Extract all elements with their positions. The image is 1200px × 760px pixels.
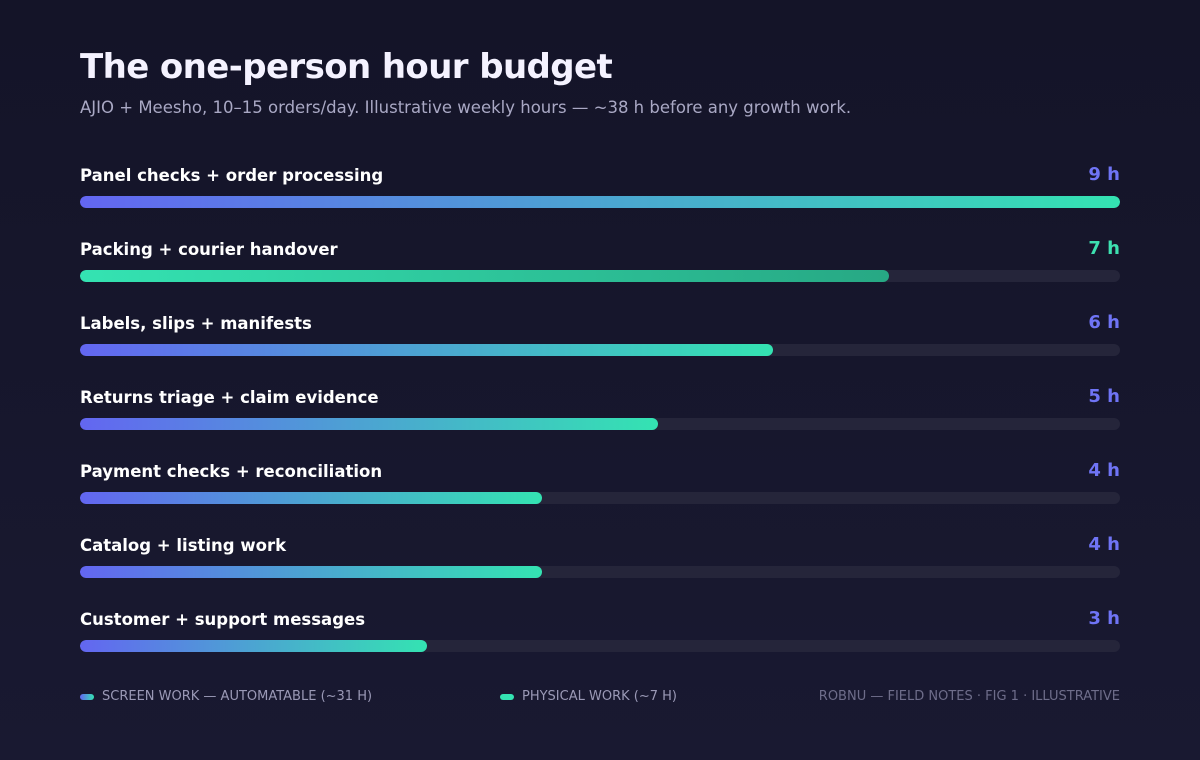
bar-row: Payment checks + reconciliation 4 h: [80, 458, 1120, 532]
bar-row: Panel checks + order processing 9 h: [80, 162, 1120, 236]
bar-fill: [80, 492, 542, 504]
bar-row: Returns triage + claim evidence 5 h: [80, 384, 1120, 458]
chart-title: The one-person hour budget: [80, 47, 613, 87]
bar-value-label: 9 h: [1088, 164, 1120, 185]
bar-label: Returns triage + claim evidence: [80, 388, 379, 407]
footer-note: ROBNU — FIELD NOTES · FIG 1 · ILLUSTRATI…: [818, 689, 1120, 704]
bar-fill: [80, 640, 427, 652]
bar-value-label: 7 h: [1088, 238, 1120, 259]
bar-track: [80, 196, 1120, 208]
bar-value-label: 3 h: [1088, 608, 1120, 629]
bar-fill: [80, 344, 773, 356]
bar-track: [80, 418, 1120, 430]
bar-track: [80, 640, 1120, 652]
bar-fill: [80, 566, 542, 578]
bar-chart: Panel checks + order processing 9 h Packin…: [80, 162, 1120, 680]
bar-track: [80, 344, 1120, 356]
bar-fill: [80, 418, 658, 430]
bar-fill: [80, 270, 889, 282]
bar-value-label: 4 h: [1088, 534, 1120, 555]
bar-row: Catalog + listing work 4 h: [80, 532, 1120, 606]
bar-label: Customer + support messages: [80, 610, 366, 629]
legend-item-screen: SCREEN WORK — AUTOMATABLE (~31 H): [80, 689, 372, 704]
bar-track: [80, 270, 1120, 282]
bar-label: Packing + courier handover: [80, 240, 338, 259]
bar-value-label: 5 h: [1088, 386, 1120, 407]
legend-item-physical: PHYSICAL WORK (~7 H): [500, 689, 677, 704]
legend-label-screen: SCREEN WORK — AUTOMATABLE (~31 H): [102, 689, 373, 704]
legend-swatch-screen: [80, 693, 94, 700]
bar-label: Panel checks + order processing: [80, 166, 384, 185]
bar-row: Customer + support messages 3 h: [80, 606, 1120, 680]
bar-track: [80, 492, 1120, 504]
bar-label: Payment checks + reconciliation: [80, 462, 383, 481]
bar-row: Packing + courier handover 7 h: [80, 236, 1120, 310]
chart-subtitle: AJIO + Meesho, 10–15 orders/day. Illustr…: [80, 98, 852, 117]
bar-track: [80, 566, 1120, 578]
legend-swatch-physical: [500, 693, 514, 700]
bar-value-label: 6 h: [1088, 312, 1120, 333]
bar-label: Labels, slips + manifests: [80, 314, 312, 333]
bar-value-label: 4 h: [1088, 460, 1120, 481]
bar-label: Catalog + listing work: [80, 536, 287, 555]
bar-row: Labels, slips + manifests 6 h: [80, 310, 1120, 384]
legend-label-physical: PHYSICAL WORK (~7 H): [522, 689, 677, 704]
bar-fill: [80, 196, 1120, 208]
